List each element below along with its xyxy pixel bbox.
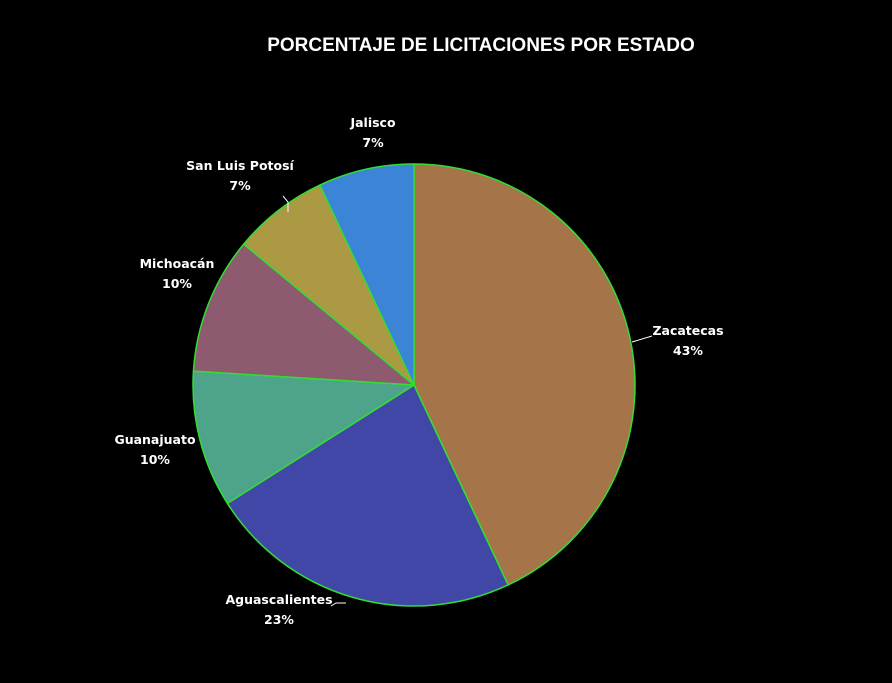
slice-percent-michoacan: 10% <box>162 276 192 291</box>
slice-label-michoacan: Michoacán 10% <box>140 256 215 291</box>
pie-slices <box>192 163 636 607</box>
slice-percent-jalisco: 7% <box>362 135 384 150</box>
pie-slice-jalisco <box>319 163 415 386</box>
pie-slice-michoacan <box>192 243 415 386</box>
slice-labels: Zacatecas 43% Aguascalientes 23% Guanajuato 1… <box>114 115 723 627</box>
slice-category-guanajuato: Guanajuato <box>114 432 196 447</box>
slice-percent-aguascalientes: 23% <box>264 612 294 627</box>
slice-label-guanajuato: Guanajuato 10% <box>114 432 196 467</box>
slice-label-zacatecas: Zacatecas 43% <box>652 323 723 358</box>
chart-title: PORCENTAJE DE LICITACIONES POR ESTADO <box>267 35 695 56</box>
leader-line-aguascalientes <box>330 602 346 607</box>
slice-category-san-luis-potosi: San Luis Potosí <box>186 158 294 173</box>
slice-percent-san-luis-potosi: 7% <box>229 178 251 193</box>
slice-percent-guanajuato: 10% <box>140 452 170 467</box>
slice-category-aguascalientes: Aguascalientes <box>225 592 332 607</box>
slice-percent-zacatecas: 43% <box>673 343 703 358</box>
leader-line-zacatecas <box>631 335 653 343</box>
pie-slice-aguascalientes <box>226 384 509 607</box>
slice-label-aguascalientes: Aguascalientes 23% <box>225 592 332 627</box>
slice-category-jalisco: Jalisco <box>349 115 396 130</box>
leader-line-san-luis-potosi <box>282 195 289 212</box>
pie-slice-zacatecas <box>413 163 636 586</box>
slice-label-jalisco: Jalisco 7% <box>349 115 396 150</box>
pie-slice-guanajuato <box>192 370 415 505</box>
leader-lines <box>282 195 653 607</box>
slice-category-michoacan: Michoacán <box>140 256 215 271</box>
slice-category-zacatecas: Zacatecas <box>652 323 723 338</box>
slice-label-san-luis-potosi: San Luis Potosí 7% <box>186 158 294 193</box>
